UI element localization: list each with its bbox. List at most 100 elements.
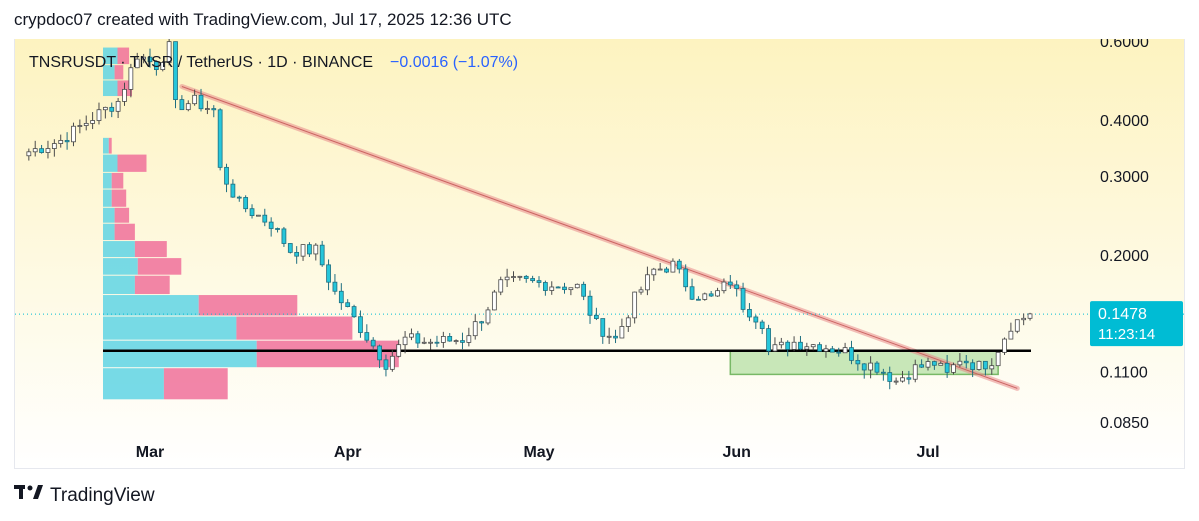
candle-body xyxy=(1002,338,1007,353)
candle-body xyxy=(976,360,982,370)
candle-body xyxy=(71,125,76,143)
symbol-legend[interactable]: TNSRUSDT · TNSR / TetherUS · 1D · BINANC… xyxy=(29,54,373,71)
candle-body xyxy=(766,328,771,352)
volume-profile-up-bar xyxy=(103,65,115,80)
candle-up xyxy=(645,266,650,296)
candle-up xyxy=(389,350,395,372)
candle-body xyxy=(645,274,650,291)
candle-down xyxy=(919,359,924,368)
candle-body xyxy=(523,275,529,279)
candle-up xyxy=(651,267,657,281)
candle-up xyxy=(868,356,873,379)
candle-up xyxy=(721,278,727,294)
candle-up xyxy=(606,327,612,344)
candle-up xyxy=(619,318,625,339)
candle-body xyxy=(256,214,261,217)
candle-body xyxy=(619,326,625,339)
candle-body xyxy=(160,62,166,70)
downtrend-line xyxy=(181,86,1018,389)
candlestick-chart[interactable]: 0.6000 0.4000 0.3000 0.2000 0.1100 0.0850 Mar A… xyxy=(15,39,1185,469)
candle-down xyxy=(555,286,561,289)
y-tick-label: 0.3000 xyxy=(1100,169,1149,186)
candle-body xyxy=(45,148,51,153)
candle-up xyxy=(517,275,523,281)
candle-up xyxy=(810,344,816,351)
candle-body xyxy=(581,283,587,297)
candle-up xyxy=(568,287,574,296)
candle-body xyxy=(230,183,236,198)
candle-body xyxy=(938,362,944,366)
candle-up xyxy=(938,361,944,366)
candle-up xyxy=(772,337,778,352)
volume-profile-up-bar xyxy=(103,223,115,241)
candle-down xyxy=(753,314,759,330)
candle-body xyxy=(154,61,159,70)
candle-body xyxy=(115,101,121,112)
y-tick-label: 0.4000 xyxy=(1100,113,1149,130)
candle-down xyxy=(287,243,293,254)
candle-body xyxy=(32,148,38,153)
candle-down xyxy=(944,354,950,378)
candle-body xyxy=(594,314,599,319)
candle-body xyxy=(268,221,274,229)
candle-body xyxy=(995,351,1001,367)
candle-body xyxy=(287,243,293,253)
tradingview-logo-icon[interactable] xyxy=(14,484,44,507)
candle-down xyxy=(326,259,331,291)
candle-body xyxy=(1014,319,1020,332)
candle-down xyxy=(689,278,695,301)
candle-up xyxy=(823,344,829,358)
candle-down xyxy=(249,204,255,219)
candle-up xyxy=(893,377,899,385)
volume-profile-down-bar xyxy=(111,172,124,189)
candle-body xyxy=(963,360,969,364)
candle-body xyxy=(217,109,223,168)
candle-up xyxy=(428,338,433,350)
candle-body xyxy=(536,280,542,283)
chart-area[interactable]: 0.6000 0.4000 0.3000 0.2000 0.1100 0.0850 Mar A… xyxy=(14,39,1185,469)
candle-down xyxy=(370,337,376,349)
volume-profile-up-bar xyxy=(103,47,118,65)
candle-up xyxy=(402,331,408,354)
candle-body xyxy=(166,41,172,63)
candle-body xyxy=(377,345,382,361)
candle-body xyxy=(262,214,268,223)
candle-body xyxy=(192,94,198,105)
candle-down xyxy=(383,354,389,377)
candles xyxy=(26,39,1033,390)
candle-body xyxy=(90,120,95,124)
volume-profile-up-bar xyxy=(103,80,118,97)
candle-down xyxy=(587,290,593,324)
volume-profile-up-bar xyxy=(103,154,118,172)
candle-body xyxy=(415,333,421,344)
candle-body xyxy=(205,108,210,110)
candle-body xyxy=(275,228,280,230)
candle-down xyxy=(217,108,223,171)
candle-body xyxy=(1021,317,1027,321)
candle-down xyxy=(147,48,153,68)
candle-body xyxy=(472,321,478,337)
candle-down xyxy=(64,132,70,150)
candle-down xyxy=(906,370,912,385)
candle-up xyxy=(45,140,51,159)
candle-down xyxy=(766,324,771,356)
candle-up xyxy=(71,122,76,147)
candle-up xyxy=(256,214,261,217)
x-tick-label: Jun xyxy=(722,444,750,461)
candle-body xyxy=(530,278,535,282)
x-tick-label: Apr xyxy=(334,444,362,461)
candle-body xyxy=(504,276,510,281)
candle-down xyxy=(887,366,893,390)
candle-up xyxy=(638,286,644,295)
candle-body xyxy=(587,295,593,316)
volume-profile-down-bar xyxy=(114,223,135,241)
footer-brand: TradingView xyxy=(50,484,155,506)
candle-down xyxy=(836,347,842,357)
candle-body xyxy=(434,341,440,344)
candle-up xyxy=(549,281,555,295)
y-tick-label: 0.0850 xyxy=(1100,415,1149,432)
candle-up xyxy=(51,139,57,157)
candle-body xyxy=(632,291,638,319)
candle-down xyxy=(460,332,465,350)
volume-profile-up-bar xyxy=(103,137,109,154)
